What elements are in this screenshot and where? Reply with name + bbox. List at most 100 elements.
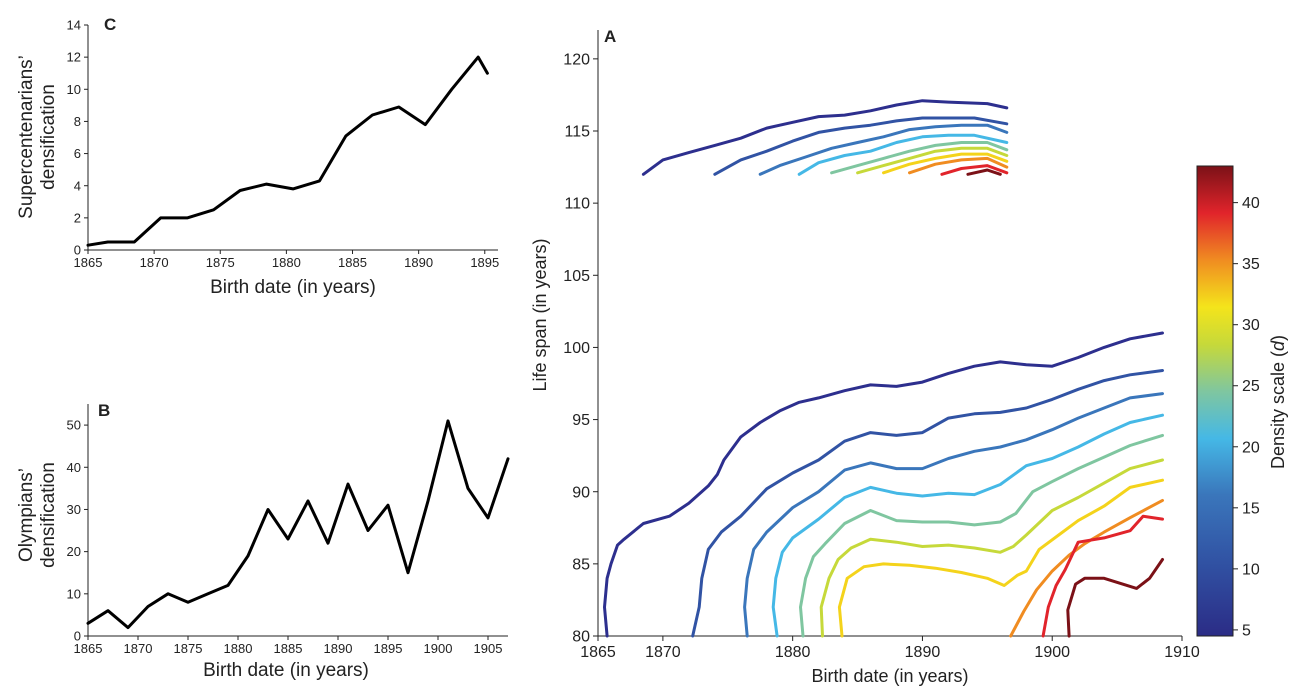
colorbar-label: Density scale (d)	[1268, 335, 1288, 469]
y-tick-label: 100	[563, 340, 590, 357]
panel-c-y-label-line2: densification	[38, 84, 59, 190]
panel-a-contour-lines	[603, 99, 1164, 638]
panel-c-y-ticks: 0 2 4 6 8 10 12 14	[67, 18, 88, 258]
colorbar-tick-label: 5	[1242, 622, 1251, 639]
density-colorbar: 5 10 15 20 25 30 35 40 Density scale (d)	[1196, 165, 1288, 639]
x-tick-label: 1900	[424, 641, 453, 656]
panel-b-olympians-chart: B 1865 1870 1875 1880 1885 1890 1895 1900 1905 0…	[16, 401, 510, 681]
panel-a-contour-chart: A 1865 1870 1880 1890 1900 1910 80 85 90 95 100 10…	[530, 27, 1288, 686]
panel-c-supercentenarians-chart: C 1865 1870 1875 1880 1885 1890 1895 0 2 4 6 8 10 12…	[16, 15, 499, 298]
y-tick-label: 0	[74, 629, 81, 644]
contour-line-level-10	[713, 116, 1009, 176]
panel-b-y-label-line1: Olympians’	[16, 468, 37, 562]
y-tick-label: 105	[563, 268, 590, 285]
panel-a-y-ticks: 80 85 90 95 100 105 110 115 120	[563, 51, 598, 646]
panel-c-letter: C	[104, 15, 116, 34]
x-tick-label: 1865	[74, 641, 103, 656]
x-tick-label: 1865	[74, 255, 103, 270]
panel-a-y-label: Life span (in years)	[530, 238, 550, 391]
y-tick-label: 8	[74, 114, 81, 129]
contour-line-level-17.5	[771, 413, 1164, 638]
panel-b-series	[86, 419, 510, 630]
x-tick-label: 1870	[124, 641, 153, 656]
colorbar-tick-label: 25	[1242, 378, 1260, 395]
panel-b-y-ticks: 0 10 20 30 40 50	[67, 418, 88, 644]
y-tick-label: 20	[67, 544, 81, 559]
y-tick-label: 110	[564, 196, 590, 213]
y-tick-label: 2	[74, 210, 81, 225]
x-tick-label: 1870	[140, 255, 169, 270]
y-tick-label: 4	[74, 178, 81, 193]
y-tick-label: 10	[67, 82, 81, 97]
y-tick-label: 120	[563, 51, 590, 68]
x-tick-label: 1895	[470, 255, 499, 270]
x-tick-label: 1890	[905, 644, 941, 661]
contour-line-level-25	[856, 146, 1009, 175]
y-tick-label: 40	[67, 460, 81, 475]
y-tick-label: 80	[572, 629, 590, 646]
contour-line-level-43	[966, 168, 1002, 176]
contour-line-level-40	[1041, 514, 1164, 638]
panel-a-letter: A	[604, 27, 616, 46]
x-tick-label: 1880	[775, 644, 811, 661]
x-tick-label: 1880	[224, 641, 253, 656]
x-tick-label: 1875	[206, 255, 235, 270]
contour-line-level-5	[603, 331, 1164, 638]
y-tick-label: 95	[572, 412, 590, 429]
y-tick-label: 90	[572, 484, 590, 501]
panel-b-x-ticks: 1865 1870 1875 1880 1885 1890 1895 1900 1905	[74, 636, 503, 656]
colorbar-tick-label: 20	[1242, 439, 1260, 456]
contour-line-level-40	[940, 164, 1009, 176]
contour-line-level-35	[1009, 498, 1164, 638]
y-tick-label: 115	[564, 124, 590, 141]
colorbar-tick-label: 30	[1242, 317, 1260, 334]
x-tick-label: 1890	[404, 255, 433, 270]
panel-b-x-label: Birth date (in years)	[203, 660, 369, 681]
colorbar-tick-label: 40	[1242, 195, 1260, 212]
contour-line-level-25	[819, 458, 1164, 638]
panel-a-x-label: Birth date (in years)	[811, 666, 968, 686]
colorbar-ticks: 5 10 15 20 25 30 35 40	[1233, 195, 1260, 639]
x-tick-label: 1870	[645, 644, 681, 661]
contour-line-level-10	[691, 369, 1164, 638]
y-tick-label: 50	[67, 418, 81, 433]
colorbar-gradient	[1196, 165, 1234, 637]
colorbar-tick-label: 10	[1242, 561, 1260, 578]
x-tick-label: 1910	[1164, 644, 1200, 661]
y-tick-label: 0	[74, 243, 81, 258]
contour-line-level-15	[758, 123, 1009, 176]
y-tick-label: 30	[67, 502, 81, 517]
y-tick-label: 12	[67, 50, 81, 65]
contour-line-level-30	[837, 478, 1164, 638]
colorbar-tick-label: 15	[1242, 500, 1260, 517]
x-tick-label: 1905	[474, 641, 503, 656]
contour-line-level-43	[1066, 558, 1164, 638]
x-tick-label: 1885	[338, 255, 367, 270]
x-tick-label: 1890	[324, 641, 353, 656]
x-tick-label: 1885	[274, 641, 303, 656]
contour-line-level-20	[799, 433, 1164, 638]
x-tick-label: 1895	[374, 641, 403, 656]
x-tick-label: 1900	[1034, 644, 1070, 661]
y-tick-label: 85	[572, 556, 590, 573]
contour-line-level-30	[882, 152, 1009, 175]
series-line	[86, 419, 510, 630]
y-tick-label: 14	[67, 18, 81, 33]
panel-c-y-label-line1: Supercentenarians’	[16, 55, 37, 219]
contour-line-level-17.5	[797, 133, 1009, 176]
x-tick-label: 1880	[272, 255, 301, 270]
series-line	[86, 55, 489, 247]
panel-b-y-label-line2: densification	[38, 462, 59, 568]
panel-b-letter: B	[98, 401, 110, 420]
y-tick-label: 6	[74, 146, 81, 161]
panel-c-x-ticks: 1865 1870 1875 1880 1885 1890 1895	[74, 250, 499, 270]
colorbar-tick-label: 35	[1242, 256, 1260, 273]
x-tick-label: 1875	[174, 641, 203, 656]
contour-line-level-20	[830, 141, 1009, 175]
x-tick-label: 1865	[580, 644, 616, 661]
contour-line-level-35	[908, 156, 1009, 175]
panel-c-series	[86, 55, 489, 247]
contour-line-level-5	[641, 99, 1009, 176]
y-tick-label: 10	[67, 586, 81, 601]
